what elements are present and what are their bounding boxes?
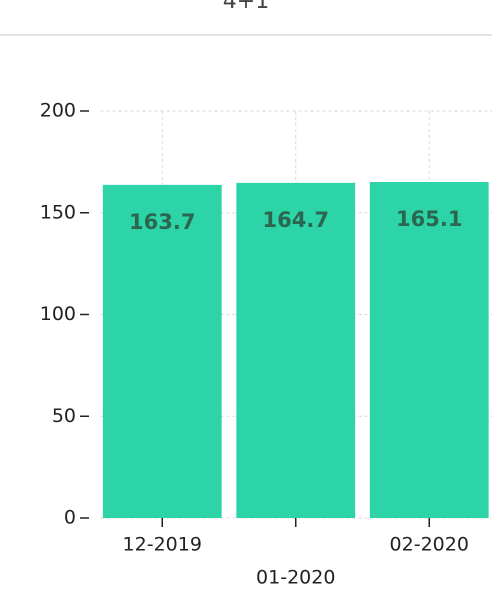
y-tick-label: 100 <box>40 303 76 325</box>
bar <box>236 182 356 518</box>
bar <box>102 184 222 519</box>
value-label: 164.7 <box>263 208 329 232</box>
x-tick-label: 12-2019 <box>123 534 202 556</box>
y-tick-label: 200 <box>40 100 76 122</box>
y-tick-label: 50 <box>52 405 76 427</box>
chart-title: 4+1 <box>223 0 269 14</box>
x-tick-label: 02-2020 <box>390 534 469 556</box>
value-label: 165.1 <box>396 207 462 231</box>
x-tick-label: 01-2020 <box>256 567 335 589</box>
bar <box>369 182 489 519</box>
y-tick-label: 0 <box>64 507 76 529</box>
value-label: 163.7 <box>129 210 195 234</box>
y-tick-label: 150 <box>40 201 76 223</box>
